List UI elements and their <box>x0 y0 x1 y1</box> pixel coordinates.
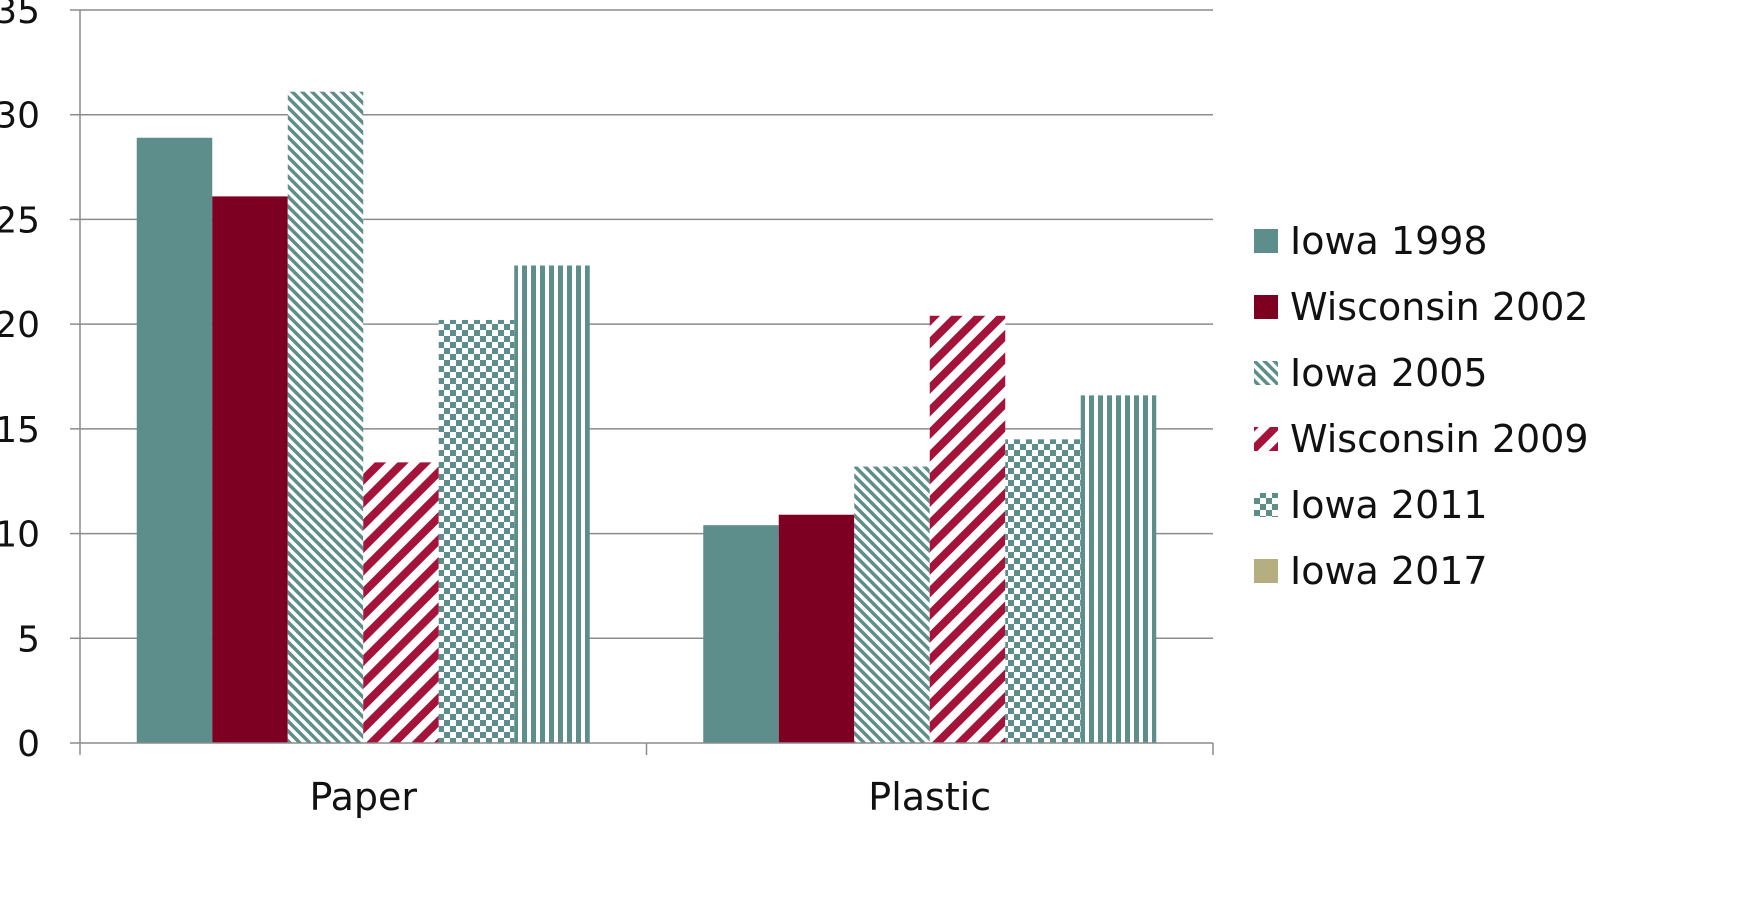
legend-label-wisconsin-2009: Wisconsin 2009 <box>1290 417 1589 461</box>
bar-iowa-2017-plastic <box>1080 395 1157 743</box>
bar-wisconsin-2009-plastic <box>929 315 1006 743</box>
axes <box>70 9 1214 755</box>
axis-labels: 0 5 10 15 20 25 30 35 Paper Plastic <box>0 0 991 819</box>
y-tick-label-20: 20 <box>0 305 40 346</box>
bar-iowa-1998-paper <box>136 137 213 743</box>
bar-wisconsin-2009-paper <box>363 462 439 743</box>
legend-label-iowa-2005: Iowa 2005 <box>1290 351 1488 395</box>
y-tick-label-0: 0 <box>17 724 40 765</box>
bar-iowa-2017-paper <box>514 265 590 743</box>
legend-swatch-wisconsin-2009 <box>1254 427 1278 451</box>
legend-item-iowa-2005: Iowa 2005 <box>1254 351 1488 395</box>
legend-label-iowa-2017: Iowa 2017 <box>1290 549 1488 593</box>
y-tick-label-35: 35 <box>0 0 40 32</box>
y-tick-label-10: 10 <box>0 515 40 556</box>
legend-swatch-iowa-2011 <box>1254 493 1278 517</box>
y-tick-label-15: 15 <box>0 410 40 451</box>
legend: Iowa 1998 Wisconsin 2002 Iowa 2005 Wisconsi… <box>1254 219 1589 593</box>
bar-iowa-2011-plastic <box>1005 439 1081 743</box>
bar-wisconsin-2002-paper <box>212 196 288 744</box>
y-tick-label-30: 30 <box>0 96 40 137</box>
legend-item-wisconsin-2009: Wisconsin 2009 <box>1254 417 1589 461</box>
y-tick-label-25: 25 <box>0 200 40 241</box>
bars <box>136 91 1157 744</box>
legend-swatch-iowa-2017 <box>1254 559 1278 583</box>
legend-label-iowa-1998: Iowa 1998 <box>1290 219 1488 263</box>
legend-swatch-iowa-2005 <box>1254 361 1278 385</box>
y-tick-label-5: 5 <box>17 619 40 660</box>
bar-iowa-2005-plastic <box>854 466 930 743</box>
x-category-label-paper: Paper <box>309 775 417 819</box>
bar-wisconsin-2002-plastic <box>778 514 855 743</box>
legend-item-iowa-2017: Iowa 2017 <box>1254 549 1488 593</box>
legend-label-iowa-2011: Iowa 2011 <box>1290 483 1488 527</box>
legend-item-wisconsin-2002: Wisconsin 2002 <box>1254 285 1589 329</box>
legend-swatch-wisconsin-2002 <box>1254 295 1278 319</box>
legend-item-iowa-2011: Iowa 2011 <box>1254 483 1488 527</box>
bar-iowa-2011-paper <box>438 319 515 743</box>
legend-item-iowa-1998: Iowa 1998 <box>1254 219 1488 263</box>
legend-swatch-iowa-1998 <box>1254 229 1278 253</box>
bar-iowa-1998-plastic <box>703 525 779 743</box>
legend-label-wisconsin-2002: Wisconsin 2002 <box>1290 285 1589 329</box>
bar-iowa-2005-paper <box>287 91 364 744</box>
x-category-label-plastic: Plastic <box>868 775 991 819</box>
